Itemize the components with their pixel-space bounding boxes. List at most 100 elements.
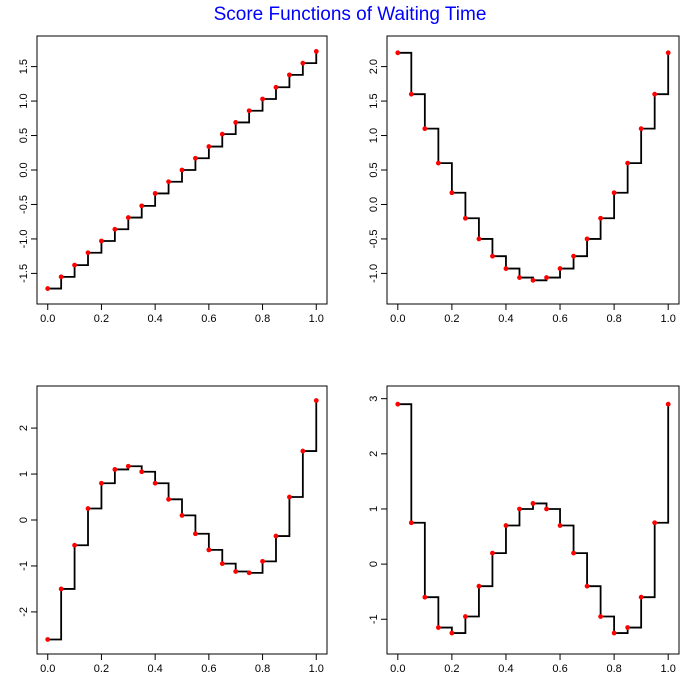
data-point bbox=[435, 160, 441, 166]
y-tick-label: -0.5 bbox=[18, 195, 30, 214]
y-tick-label: 1.5 bbox=[368, 93, 380, 108]
data-point bbox=[99, 480, 104, 486]
data-point bbox=[273, 533, 279, 539]
data-point bbox=[112, 226, 118, 232]
panel-4: 0.0 0.2 0.4 0.6 0.8 1.0 -1 0 1 2 3 bbox=[368, 385, 680, 675]
data-point bbox=[395, 50, 401, 56]
step-line bbox=[47, 400, 318, 641]
data-point bbox=[408, 91, 414, 97]
data-point bbox=[476, 236, 482, 242]
data-point bbox=[99, 238, 104, 244]
data-point bbox=[58, 274, 64, 280]
panel-2: 0.0 0.2 0.4 0.6 0.8 1.0 -1.0 -0.5 0.0 0.5 1.0 1.5 2.… bbox=[368, 35, 680, 325]
y-tick-label: 2 bbox=[368, 451, 380, 457]
data-point bbox=[45, 286, 51, 291]
data-point bbox=[611, 630, 617, 636]
y-tick-label: 1.0 bbox=[368, 128, 380, 143]
step-line bbox=[397, 51, 670, 282]
y-tick-label: 1 bbox=[18, 471, 30, 477]
data-point bbox=[206, 547, 212, 553]
data-point bbox=[233, 120, 239, 125]
data-point bbox=[179, 167, 185, 173]
y-tick-label: 0.5 bbox=[18, 128, 30, 143]
y-tick-label: -1.0 bbox=[368, 264, 380, 283]
data-point bbox=[611, 190, 617, 196]
data-point bbox=[260, 558, 265, 564]
plot-frame bbox=[386, 385, 680, 655]
data-point bbox=[584, 236, 590, 242]
x-tick-label: 0.4 bbox=[147, 663, 162, 675]
data-point bbox=[193, 155, 198, 161]
data-point bbox=[598, 215, 603, 221]
y-tick-label: 3 bbox=[368, 396, 380, 402]
data-point bbox=[638, 126, 644, 132]
data-point bbox=[571, 550, 576, 556]
data-point bbox=[584, 583, 590, 589]
data-point bbox=[313, 398, 319, 403]
data-point bbox=[665, 401, 671, 407]
data-point bbox=[193, 531, 198, 537]
x-tick-label: 0.0 bbox=[390, 313, 405, 325]
data-point bbox=[300, 448, 306, 454]
data-point bbox=[422, 594, 428, 600]
data-point bbox=[463, 215, 468, 221]
data-point bbox=[273, 84, 279, 90]
data-point bbox=[652, 91, 658, 97]
data-point bbox=[490, 550, 495, 556]
data-point bbox=[665, 50, 671, 56]
data-point bbox=[557, 523, 563, 528]
data-point bbox=[287, 494, 292, 500]
data-point bbox=[45, 637, 51, 642]
plot-frame bbox=[36, 385, 328, 655]
data-point bbox=[476, 583, 482, 589]
data-point bbox=[206, 144, 212, 149]
x-tick-label: 0.8 bbox=[606, 663, 621, 675]
data-point bbox=[408, 520, 414, 526]
data-point bbox=[422, 126, 428, 132]
y-tick-label: 2.0 bbox=[368, 59, 380, 74]
x-tick-label: 0.6 bbox=[201, 663, 216, 675]
x-tick-label: 0.0 bbox=[390, 663, 405, 675]
y-tick-label: -1 bbox=[368, 614, 380, 624]
data-point bbox=[166, 179, 171, 185]
y-tick-label: -0.5 bbox=[368, 229, 380, 248]
data-point bbox=[652, 520, 658, 526]
y-tick-label: 1.0 bbox=[18, 93, 30, 108]
data-point bbox=[166, 496, 171, 502]
data-point bbox=[598, 614, 603, 619]
x-tick-label: 0.2 bbox=[444, 313, 459, 325]
data-point bbox=[152, 191, 158, 196]
data-point bbox=[112, 467, 118, 472]
x-tick-label: 0.8 bbox=[255, 313, 270, 325]
data-point bbox=[463, 614, 468, 619]
data-point bbox=[638, 594, 644, 600]
plot-frame bbox=[386, 35, 680, 305]
data-point bbox=[517, 506, 522, 512]
data-point bbox=[300, 60, 306, 66]
data-point bbox=[530, 277, 536, 283]
x-tick-label: 0.4 bbox=[498, 663, 513, 675]
x-tick-label: 0.6 bbox=[552, 313, 567, 325]
data-point bbox=[233, 569, 239, 574]
y-tick-label: 1 bbox=[368, 506, 380, 512]
data-point bbox=[449, 630, 455, 636]
y-tick-label: 0.5 bbox=[368, 162, 380, 177]
data-point bbox=[571, 253, 576, 259]
data-point bbox=[85, 506, 91, 511]
y-tick-label: -1 bbox=[18, 561, 30, 571]
data-point bbox=[503, 266, 509, 271]
data-point bbox=[58, 586, 64, 592]
data-point bbox=[139, 469, 145, 475]
y-tick-label: -1.5 bbox=[18, 264, 30, 283]
x-tick-label: 1.0 bbox=[661, 663, 676, 675]
data-point bbox=[139, 203, 145, 209]
data-point bbox=[544, 275, 549, 280]
x-tick-label: 0.2 bbox=[94, 313, 109, 325]
data-point bbox=[125, 215, 131, 220]
x-tick-label: 0.6 bbox=[552, 663, 567, 675]
y-tick-label: 2 bbox=[18, 425, 30, 431]
data-point bbox=[85, 250, 91, 256]
data-point bbox=[125, 463, 131, 469]
data-point bbox=[72, 542, 77, 548]
